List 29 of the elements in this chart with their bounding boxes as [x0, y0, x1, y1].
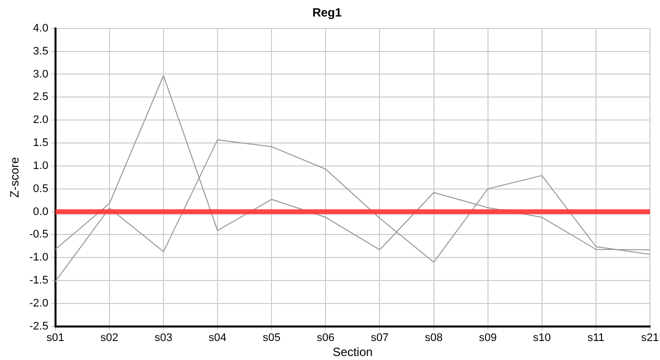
x-tick-label: s01 [46, 332, 64, 344]
y-tick-label: -2.0 [29, 298, 48, 310]
x-tick-label: s11 [587, 332, 604, 344]
x-tick-label: s10 [533, 332, 551, 344]
y-tick-label: -2.5 [29, 320, 48, 332]
y-tick-label: 2.0 [33, 114, 48, 126]
x-tick-label: s04 [208, 332, 226, 344]
x-tick-label: s06 [316, 332, 335, 344]
y-tick-label: 0.5 [33, 182, 48, 195]
x-axis-title: Section [332, 345, 373, 360]
y-tick-label: 0.0 [33, 206, 48, 218]
x-tick-label: s05 [262, 332, 280, 344]
y-tick-label: -0.5 [29, 228, 48, 241]
y-tick-label: -1.0 [29, 252, 48, 264]
y-tick-label: 4.0 [33, 22, 48, 34]
y-tick-label: 1.5 [33, 137, 48, 150]
x-tick-label: s08 [424, 332, 443, 344]
x-tick-label: s03 [154, 332, 172, 344]
x-tick-label: s07 [370, 332, 389, 344]
y-tick-label: 1.0 [33, 160, 48, 172]
chart-title: Reg1 [312, 6, 342, 20]
x-tick-label: s21 [641, 332, 659, 344]
x-tick-label: s02 [100, 332, 118, 344]
y-tick-label: -1.5 [29, 274, 48, 287]
y-axis-title: Z-score [8, 156, 22, 198]
y-tick-label: 2.5 [33, 91, 48, 104]
y-tick-label: 3.5 [33, 45, 48, 58]
y-tick-label: 3.0 [33, 68, 48, 80]
x-tick-label: s09 [478, 332, 497, 344]
